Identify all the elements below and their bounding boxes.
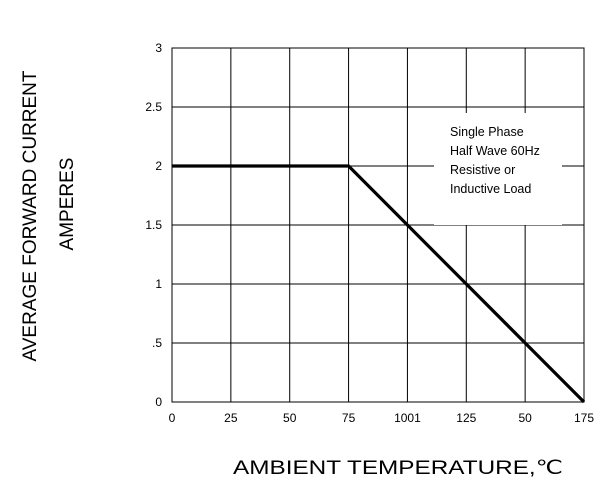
annotation-box: Single Phase Half Wave 60Hz Resistive or In… xyxy=(434,113,562,225)
annotation-background xyxy=(434,113,562,225)
x-tick-label: 50 xyxy=(283,411,297,425)
y-axis-title-line-2: AMPERES xyxy=(57,158,78,251)
y-tick-label: 0 xyxy=(155,395,162,409)
y-axis-title-line-1: AVERAGE FORWARD CURRENT xyxy=(20,70,41,361)
x-tick-label: 175 xyxy=(574,411,594,425)
y-tick-label: 2.5 xyxy=(145,100,162,114)
tick-labels: 0 25 50 75 1001 125 50 175 0 .5 1 1.5 2 2.5 3 xyxy=(145,41,594,425)
y-tick-label: 2 xyxy=(155,159,162,173)
y-tick-label: 1.5 xyxy=(145,218,162,232)
x-axis-title: AMBIENT TEMPERATURE,℃ xyxy=(233,458,563,479)
x-tick-label: 125 xyxy=(456,411,476,425)
plot-frame xyxy=(171,47,585,403)
annotation-line: Half Wave 60Hz xyxy=(450,144,540,158)
y-tick-label: .5 xyxy=(152,336,162,350)
y-tick-label: 3 xyxy=(155,41,162,55)
annotation-line: Inductive Load xyxy=(450,182,531,196)
annotation-line: Resistive or xyxy=(450,163,515,177)
x-tick-label: 1001 xyxy=(394,411,421,425)
series-line xyxy=(172,164,586,404)
annotation-line: Single Phase xyxy=(450,125,524,139)
x-tick-label: 0 xyxy=(169,411,176,425)
y-tick-label: 1 xyxy=(155,277,162,291)
series-layer xyxy=(172,164,586,404)
x-tick-label: 75 xyxy=(342,411,356,425)
x-tick-label: 50 xyxy=(518,411,532,425)
x-tick-label: 25 xyxy=(224,411,238,425)
